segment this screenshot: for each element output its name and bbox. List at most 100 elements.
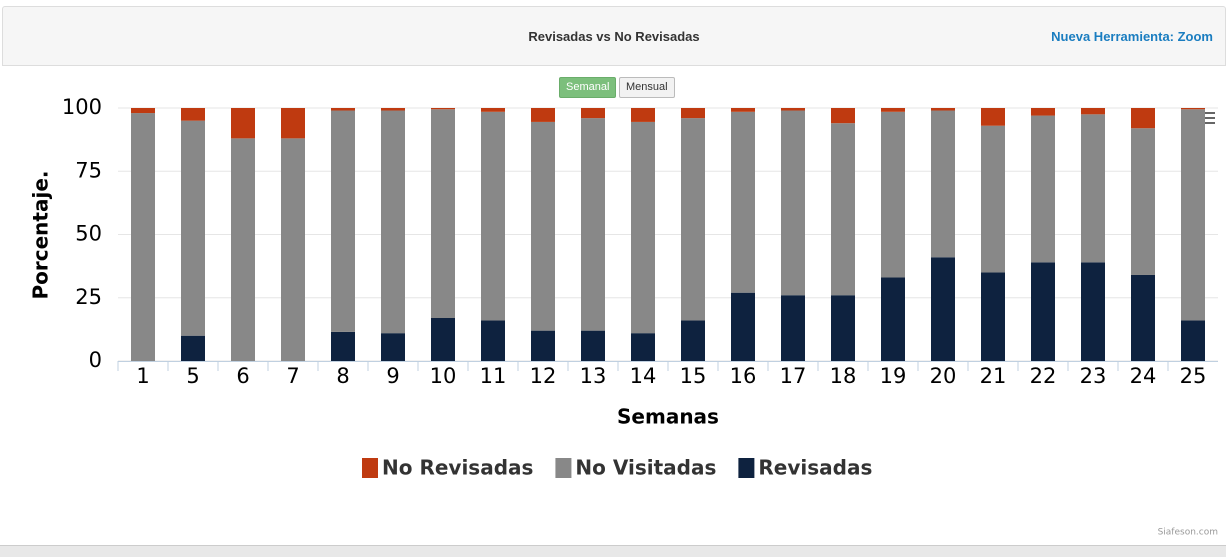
panel-title: Revisadas vs No Revisadas: [528, 29, 700, 44]
bar-segment: [1081, 108, 1105, 115]
x-tick-label: 10: [430, 364, 457, 388]
bar-segment: [381, 333, 405, 361]
x-axis-title: Semanas: [617, 405, 719, 429]
bar-segment: [1031, 108, 1055, 116]
bar-segment: [931, 257, 955, 361]
bar-segment: [681, 118, 705, 321]
x-tick-label: 5: [186, 364, 199, 388]
x-tick-label: 12: [530, 364, 557, 388]
bar-segment: [231, 138, 255, 361]
bar-segment: [881, 111, 905, 278]
bar-segment: [581, 118, 605, 331]
bar-segment: [531, 108, 555, 122]
bar-segment: [681, 320, 705, 361]
x-tick-label: 17: [780, 364, 807, 388]
x-tick-label: 11: [480, 364, 507, 388]
bar-segment: [1081, 262, 1105, 361]
bar-segment: [331, 331, 355, 361]
bar-segment: [381, 108, 405, 111]
bar-segment: [981, 125, 1005, 273]
bar-segment: [931, 110, 955, 258]
y-tick-label: 75: [75, 158, 102, 182]
legend-swatch: [555, 458, 572, 478]
bar-segment: [481, 108, 505, 112]
bar-segment: [331, 110, 355, 332]
bar-segment: [481, 320, 505, 361]
x-tick-label: 7: [286, 364, 299, 388]
y-tick-label: 0: [89, 348, 102, 372]
bar-segment: [531, 330, 555, 361]
bar-segment: [831, 123, 855, 296]
menu-icon[interactable]: [1205, 112, 1215, 124]
chart: Porcentaje. Semanas Siafeson.com 0255075…: [29, 95, 1218, 538]
bar-segment: [881, 277, 905, 361]
panel-header: Revisadas vs No Revisadas Nueva Herramie…: [2, 6, 1226, 66]
bar-segment: [1181, 108, 1205, 110]
bar-segment: [1081, 114, 1105, 263]
x-tick-label: 8: [336, 364, 349, 388]
bar-segment: [781, 108, 805, 111]
bar-segment: [981, 272, 1005, 361]
scrollbar[interactable]: [0, 545, 1226, 557]
bar-segment: [281, 138, 305, 361]
legend-swatch: [362, 458, 378, 478]
weekly-button[interactable]: Semanal: [559, 77, 617, 98]
bar-segment: [831, 108, 855, 124]
legend-label: Revisadas: [758, 456, 872, 480]
x-tick-label: 22: [1030, 364, 1057, 388]
x-tick-label: 24: [1130, 364, 1157, 388]
x-tick-label: 9: [386, 364, 399, 388]
bar-segment: [881, 108, 905, 112]
bar-segment: [1131, 274, 1155, 361]
bar-segment: [631, 333, 655, 361]
legend-label: No Revisadas: [382, 456, 533, 480]
zoom-link[interactable]: Nueva Herramienta: Zoom: [1051, 29, 1213, 44]
bar-segment: [181, 108, 205, 121]
bar-segment: [781, 295, 805, 361]
bar-segment: [1031, 115, 1055, 263]
x-tick-label: 23: [1080, 364, 1107, 388]
bar-segment: [1031, 262, 1055, 361]
bar-segment: [231, 108, 255, 139]
x-tick-label: 25: [1180, 364, 1207, 388]
x-tick-label: 20: [930, 364, 957, 388]
bar-segment: [731, 108, 755, 112]
bar-segment: [631, 121, 655, 334]
bar-segment: [131, 108, 155, 114]
bar-segment: [381, 110, 405, 334]
x-tick-label: 13: [580, 364, 607, 388]
bar-segment: [181, 120, 205, 336]
x-tick-label: 6: [236, 364, 249, 388]
bar-segment: [1131, 108, 1155, 129]
bar-segment: [331, 108, 355, 111]
bar-segment: [431, 317, 455, 361]
x-tick-label: 21: [980, 364, 1007, 388]
bar-segment: [581, 330, 605, 361]
bar-segment: [1181, 320, 1205, 361]
bar-segment: [1131, 128, 1155, 275]
x-tick-label: 14: [630, 364, 657, 388]
bar-segment: [681, 108, 705, 119]
x-tick-label: 16: [730, 364, 757, 388]
monthly-button[interactable]: Mensual: [619, 77, 675, 98]
x-tick-label: 18: [830, 364, 857, 388]
bar-segment: [731, 111, 755, 293]
bar-segment: [431, 108, 455, 110]
y-axis-title: Porcentaje.: [29, 171, 53, 300]
bar-segment: [581, 108, 605, 119]
y-tick-label: 25: [75, 285, 102, 309]
bar-segment: [731, 292, 755, 361]
legend-swatch: [738, 458, 755, 478]
x-tick-label: 19: [880, 364, 907, 388]
bar-segment: [831, 295, 855, 361]
bar-segment: [931, 108, 955, 111]
bar-segment: [281, 108, 305, 139]
bar-segment: [131, 113, 155, 361]
x-tick-label: 15: [680, 364, 707, 388]
credit: Siafeson.com: [1158, 528, 1218, 538]
bar-segment: [1181, 109, 1205, 321]
bar-segment: [531, 121, 555, 331]
legend-label: No Visitadas: [575, 456, 716, 480]
bar-segment: [631, 108, 655, 122]
